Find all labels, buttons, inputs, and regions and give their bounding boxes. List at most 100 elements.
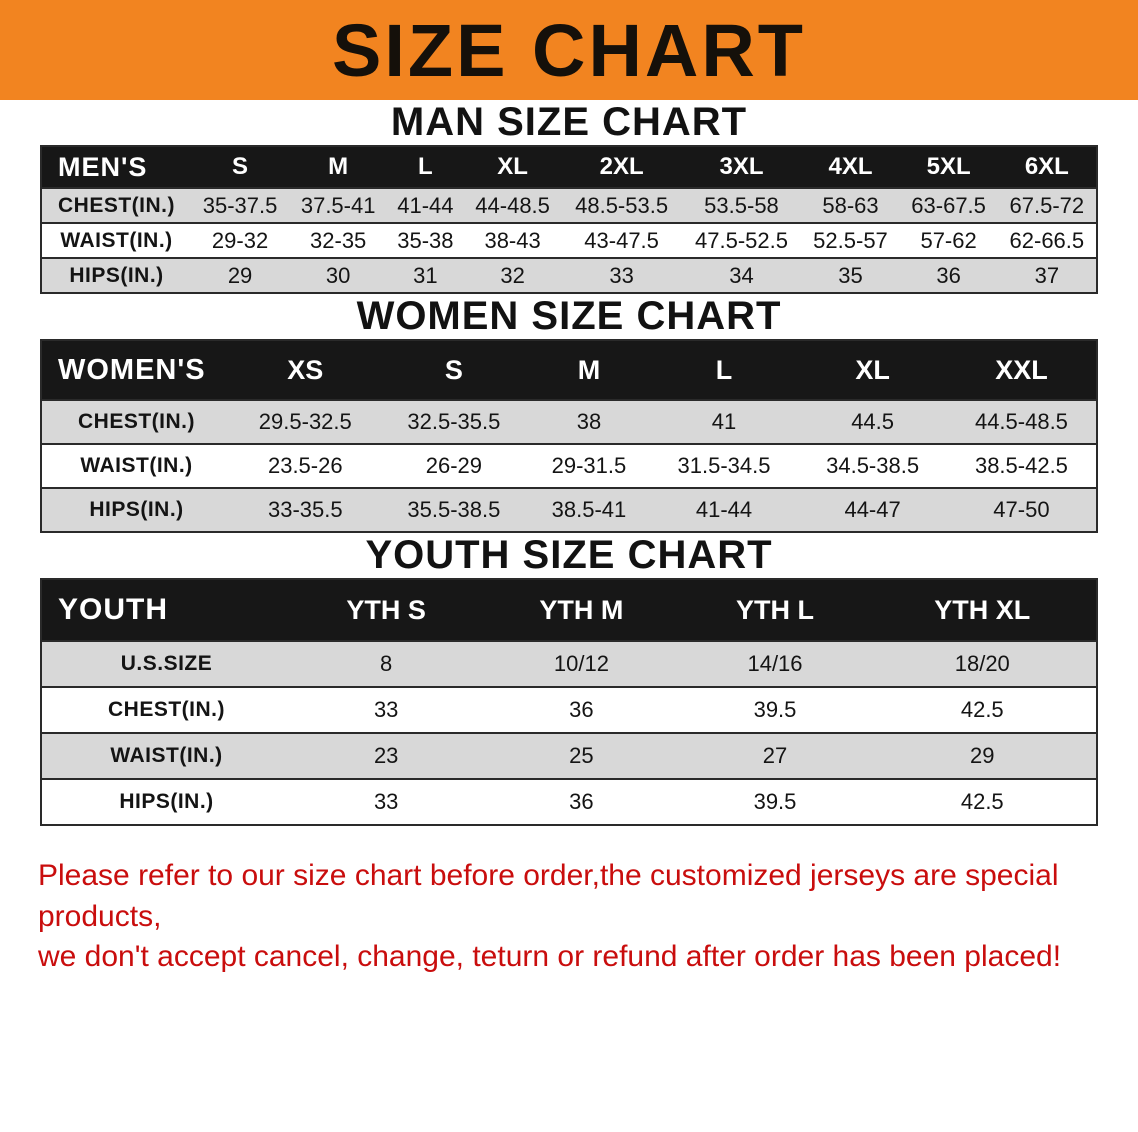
size-value: 36 — [569, 697, 594, 722]
size-value: 42.5 — [960, 789, 1004, 814]
size-value: 35-38 — [397, 227, 454, 253]
size-column-header: YTH S — [291, 579, 482, 641]
size-value: 29.5-32.5 — [258, 409, 352, 434]
size-value: 33 — [373, 697, 399, 722]
row-label: CHEST(IN.) — [108, 698, 225, 721]
size-value: 52.5-57 — [813, 227, 888, 253]
size-value: 34.5-38.5 — [826, 453, 920, 478]
size-value: 38.5-41 — [551, 497, 627, 522]
size-value: 31 — [413, 262, 438, 288]
size-column-header: L — [649, 340, 799, 400]
size-column-header: M — [528, 340, 650, 400]
disclaimer: Please refer to our size chart before or… — [38, 856, 1138, 978]
size-value: 38 — [576, 409, 602, 434]
size-value: 41-44 — [695, 497, 753, 522]
measurement-row: CHEST(IN.) 29.5-32.5 32.5-35.5 38 41 44.5 44.5… — [41, 400, 1097, 444]
women-section-heading: WOMEN SIZE CHART — [356, 294, 782, 338]
size-value: 62-66.5 — [1009, 227, 1085, 253]
size-value: 31.5-34.5 — [677, 453, 771, 478]
size-column-header: 2XL — [561, 146, 682, 188]
size-value: 38.5-42.5 — [974, 453, 1068, 478]
size-column-header: YTH L — [681, 579, 869, 641]
size-column-header: 4XL — [801, 146, 900, 188]
table-title-cell: MEN'S — [41, 146, 191, 188]
disclaimer-line-2: we don't accept cancel, change, teturn o… — [38, 940, 1062, 973]
size-column-header: S — [379, 340, 529, 400]
header-row: WOMEN'S XS S M L XL XXL — [41, 340, 1097, 400]
row-label: HIPS(IN.) — [89, 498, 184, 521]
header-row: MEN'S S M L XL 2XL 3XL 4XL 5XL 6XL — [41, 146, 1097, 188]
row-label: HIPS(IN.) — [69, 263, 164, 287]
size-value: 47-50 — [993, 497, 1050, 522]
men-size-table: MEN'S S M L XL 2XL 3XL 4XL 5XL 6XL CHEST(IN.) 35-37… — [40, 145, 1098, 294]
row-label: WAIST(IN.) — [80, 454, 193, 477]
banner: SIZE CHART — [0, 0, 1138, 100]
size-value: 10/12 — [553, 651, 609, 676]
men-section: MAN SIZE CHART MEN'S S M L XL 2XL 3XL 4XL 5XL 6XL… — [0, 100, 1138, 294]
size-value: 23.5-26 — [267, 453, 343, 478]
size-column-header: XXL — [946, 340, 1097, 400]
women-size-table: WOMEN'S XS S M L XL XXL CHEST(IN.) 29.5-32.5 32.5… — [40, 339, 1098, 533]
size-column-header: XL — [798, 340, 947, 400]
size-value: 35 — [838, 262, 863, 288]
youth-size-table: YOUTH YTH S YTH M YTH L YTH XL U.S.SIZE 8 10/12… — [40, 578, 1098, 826]
measurement-row: HIPS(IN.) 33 36 39.5 42.5 — [41, 779, 1097, 825]
size-value: 34 — [729, 262, 754, 288]
size-value: 53.5-58 — [704, 192, 779, 218]
size-value: 30 — [325, 262, 351, 288]
row-label: HIPS(IN.) — [119, 790, 214, 813]
size-value: 25 — [569, 743, 594, 768]
row-label: U.S.SIZE — [120, 652, 213, 675]
header-row: YOUTH YTH S YTH M YTH L YTH XL — [41, 579, 1097, 641]
size-value: 48.5-53.5 — [575, 192, 669, 218]
size-value: 18/20 — [954, 651, 1010, 676]
measurement-row: WAIST(IN.) 23 25 27 29 — [41, 733, 1097, 779]
size-column-header: XS — [231, 340, 380, 400]
size-value: 38-43 — [484, 227, 541, 253]
size-column-header: 5XL — [899, 146, 998, 188]
size-value: 47.5-52.5 — [695, 227, 788, 253]
size-value: 8 — [380, 651, 393, 676]
size-column-header: 6XL — [997, 146, 1097, 188]
size-value: 29 — [227, 262, 253, 288]
size-value: 23 — [373, 743, 399, 768]
table-title-cell: WOMEN'S — [41, 340, 231, 400]
size-value: 58-63 — [822, 192, 879, 218]
size-value: 39.5 — [753, 789, 797, 814]
size-value: 36 — [569, 789, 594, 814]
row-label: CHEST(IN.) — [78, 410, 195, 433]
measurement-row: WAIST(IN.) 29-32 32-35 35-38 38-43 43-47.5 47.… — [41, 223, 1097, 258]
measurement-row: HIPS(IN.) 29 30 31 32 33 34 35 36 37 — [41, 258, 1097, 293]
row-label: CHEST(IN.) — [58, 193, 175, 217]
size-column-header: YTH XL — [868, 579, 1097, 641]
youth-section: YOUTH SIZE CHART YOUTH YTH S YTH M YTH L YTH… — [0, 533, 1138, 826]
size-value: 32.5-35.5 — [407, 409, 501, 434]
size-value: 44-47 — [844, 497, 901, 522]
row-label: WAIST(IN.) — [110, 744, 223, 767]
men-section-heading: MAN SIZE CHART — [390, 100, 748, 144]
size-column-header: YTH M — [481, 579, 682, 641]
measurement-row: HIPS(IN.) 33-35.5 35.5-38.5 38.5-41 41-44 44-… — [41, 488, 1097, 532]
size-value: 41 — [711, 409, 737, 434]
size-column-header: L — [387, 146, 464, 188]
size-column-header: 3XL — [681, 146, 802, 188]
size-value: 44-48.5 — [475, 192, 550, 218]
size-value: 35-37.5 — [202, 192, 278, 218]
size-column-header: XL — [463, 146, 562, 188]
size-value: 33 — [373, 789, 399, 814]
size-value: 26-29 — [425, 453, 482, 478]
size-value: 29-31.5 — [551, 453, 627, 478]
size-value: 43-47.5 — [584, 227, 659, 253]
size-value: 14/16 — [747, 651, 803, 676]
size-value: 29 — [970, 743, 995, 768]
measurement-row: CHEST(IN.) 33 36 39.5 42.5 — [41, 687, 1097, 733]
size-value: 42.5 — [960, 697, 1004, 722]
size-value: 35.5-38.5 — [407, 497, 501, 522]
size-value: 33 — [609, 262, 634, 288]
women-section: WOMEN SIZE CHART WOMEN'S XS S M L XL XXL CHEST(… — [0, 294, 1138, 533]
size-value: 44.5-48.5 — [974, 409, 1068, 434]
size-value: 39.5 — [753, 697, 797, 722]
size-column-header: M — [289, 146, 388, 188]
measurement-row: CHEST(IN.) 35-37.5 37.5-41 41-44 44-48.5 48.5… — [41, 188, 1097, 223]
size-value: 37 — [1034, 262, 1060, 288]
